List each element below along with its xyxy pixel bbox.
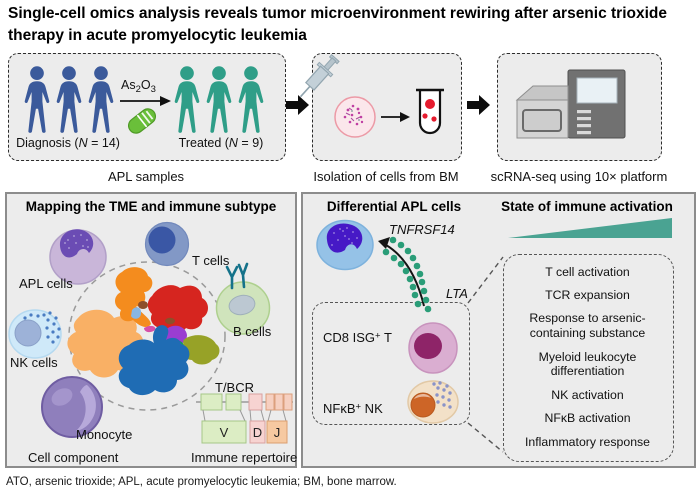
cell-component-caption: Cell component (28, 450, 119, 465)
sequencing-box (497, 53, 662, 161)
cd8-isg-t-label: CD8 ISG+ T (323, 330, 392, 345)
nfkb-nk-label: NFκB+ NK (323, 401, 383, 416)
flow-arrow-icon (286, 95, 309, 115)
scrnaseq-caption: scRNA-seq using 10× platform (490, 169, 668, 184)
t-cells-label: T cells (192, 253, 230, 268)
activation-item: TCR expansion (545, 288, 630, 303)
activation-item: NK activation (551, 387, 624, 402)
activation-item: T cell activation (545, 264, 630, 279)
isolation-box (312, 53, 462, 161)
activation-item: NFκB activation (544, 411, 631, 426)
diagnosis-label: Diagnosis (N = 14) (16, 136, 120, 150)
immune-repertoire-caption: Immune repertoire (191, 450, 298, 465)
isolation-caption: Isolation of cells from BM (313, 169, 459, 184)
activation-panel-title: State of immune activation (501, 199, 673, 214)
activation-item: Myeloid leukocyte differentiation (538, 349, 637, 379)
figure-title: Single-cell omics analysis reveals tumor… (8, 5, 667, 44)
nk-cells-label: NK cells (10, 355, 58, 370)
monocyte-label: Monocyte (76, 427, 133, 442)
flow-arrow-icon (467, 95, 490, 115)
activation-item: Inflammatory response (524, 434, 651, 449)
tnfrsf14-gene-label: TNFRSF14 (389, 222, 455, 237)
abbreviations-footnote: ATO, arsenic trioxide; APL, acute promye… (6, 476, 397, 488)
activation-item: Response to arsenic-containing substance (529, 311, 646, 341)
apl-samples-caption: APL samples (107, 169, 185, 184)
tme-panel-title: Mapping the TME and immune subtype (25, 199, 277, 214)
apl-cells-label: APL cells (19, 276, 73, 291)
lta-gene-label: LTA (446, 286, 468, 301)
tbcr-label: T/BCR (215, 380, 254, 395)
ato-formula-label: As2O3 (121, 78, 156, 95)
differential-panel-title: Differential APL cells (326, 199, 462, 214)
activation-list-dashed-box (503, 254, 674, 462)
treated-label: Treated (N = 9) (178, 136, 264, 150)
b-cells-label: B cells (233, 324, 272, 339)
activation-list: T cell activation TCR expansion Response… (503, 256, 672, 458)
